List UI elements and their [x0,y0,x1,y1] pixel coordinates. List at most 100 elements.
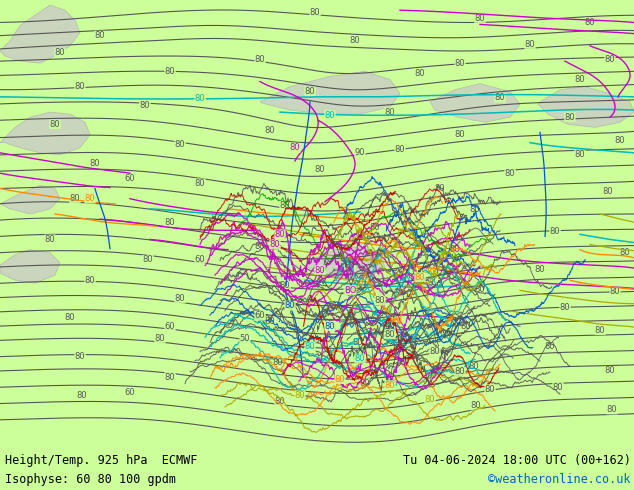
Text: 80: 80 [619,248,630,257]
Text: 80: 80 [565,113,575,122]
Text: 80: 80 [195,95,205,103]
Text: 80: 80 [335,374,346,384]
Text: 80: 80 [143,255,153,264]
Text: 80: 80 [450,245,460,254]
Text: 80: 80 [165,67,176,76]
Text: 80: 80 [435,184,445,193]
Text: 80: 80 [455,130,465,139]
Text: 80: 80 [314,165,325,173]
Polygon shape [0,249,60,283]
Text: 80: 80 [77,391,87,400]
Text: 60: 60 [255,311,265,320]
Text: 80: 80 [574,75,585,84]
Text: 80: 80 [295,391,306,400]
Polygon shape [0,112,90,155]
Text: 80: 80 [85,276,95,285]
Text: 80: 80 [450,245,460,254]
Text: 80: 80 [615,136,625,145]
Text: 50: 50 [240,334,250,343]
Polygon shape [0,5,80,63]
Text: 60: 60 [195,255,205,264]
Text: 80: 80 [605,54,616,64]
Text: 80: 80 [280,201,290,210]
Text: 80: 80 [195,179,205,188]
Text: 80: 80 [545,342,555,351]
Text: 80: 80 [75,82,86,91]
Text: 80: 80 [585,18,595,27]
Text: 80: 80 [75,352,86,361]
Text: 80: 80 [505,169,515,178]
Text: 80: 80 [275,230,285,239]
Text: 80: 80 [470,205,481,215]
Text: Height/Temp. 925 hPa  ECMWF: Height/Temp. 925 hPa ECMWF [5,454,197,467]
Text: 90: 90 [385,321,395,331]
Text: 90: 90 [355,148,365,157]
Text: 80: 80 [353,338,363,347]
Text: 80: 80 [375,296,385,305]
Text: BO: BO [344,286,356,295]
Text: 80: 80 [280,281,290,290]
Text: 60: 60 [125,174,135,183]
Text: 80: 80 [359,379,370,388]
Text: 80: 80 [155,334,165,343]
Text: 80: 80 [553,383,564,392]
Polygon shape [260,72,400,114]
Text: 80: 80 [255,242,265,251]
Text: 80: 80 [94,31,105,40]
Text: 80: 80 [55,49,65,57]
Text: Tu 04-06-2024 18:00 UTC (00+162): Tu 04-06-2024 18:00 UTC (00+162) [403,454,631,467]
Text: Isophyse: 60 80 100 gpdm: Isophyse: 60 80 100 gpdm [5,473,176,486]
Text: 60: 60 [125,388,135,397]
Text: 80: 80 [139,101,150,110]
Text: 80: 80 [285,301,295,310]
Text: 80: 80 [175,294,185,303]
Text: 80: 80 [415,272,425,282]
Text: 80: 80 [385,108,396,117]
Text: 80: 80 [370,223,380,232]
Text: 80: 80 [309,8,320,17]
Text: 80: 80 [255,54,265,64]
Text: 80: 80 [395,146,405,154]
Text: 80: 80 [375,299,385,308]
Text: 80: 80 [165,372,176,382]
Text: 80: 80 [175,140,185,149]
Text: 80: 80 [269,240,280,249]
Text: 80: 80 [325,321,335,331]
Text: 80: 80 [550,227,560,236]
Text: 90: 90 [415,240,425,249]
Text: 80: 80 [85,194,95,203]
Text: 80: 80 [560,303,571,312]
Text: 80: 80 [415,69,425,78]
Text: 80: 80 [534,265,545,273]
Text: 80: 80 [425,395,436,404]
Text: 80: 80 [354,354,365,363]
Text: 80: 80 [165,218,176,227]
Text: 80: 80 [305,87,315,96]
Text: 80: 80 [44,235,55,244]
Polygon shape [538,87,634,127]
Text: 80: 80 [470,401,481,410]
Text: 80: 80 [89,159,100,168]
Text: 80: 80 [290,143,301,152]
Text: 80: 80 [475,285,485,294]
Text: 80: 80 [345,262,355,270]
Text: 80: 80 [455,59,465,68]
Text: 80: 80 [49,120,60,129]
Text: 80: 80 [461,321,471,331]
Text: 80: 80 [273,358,283,368]
Text: 80: 80 [475,14,485,23]
Text: 80: 80 [605,367,616,375]
Text: ©weatheronline.co.uk: ©weatheronline.co.uk [488,473,631,486]
Text: 80: 80 [314,266,325,274]
Text: 80: 80 [65,314,75,322]
Text: 80: 80 [264,318,275,326]
Text: 80: 80 [325,111,335,120]
Text: 80: 80 [430,347,440,356]
Text: 80: 80 [484,385,495,394]
Polygon shape [430,84,520,122]
Text: 80: 80 [603,187,613,196]
Text: 80: 80 [607,405,618,414]
Text: 80: 80 [70,194,81,203]
Text: 80: 80 [595,326,605,335]
Text: 80: 80 [574,150,585,159]
